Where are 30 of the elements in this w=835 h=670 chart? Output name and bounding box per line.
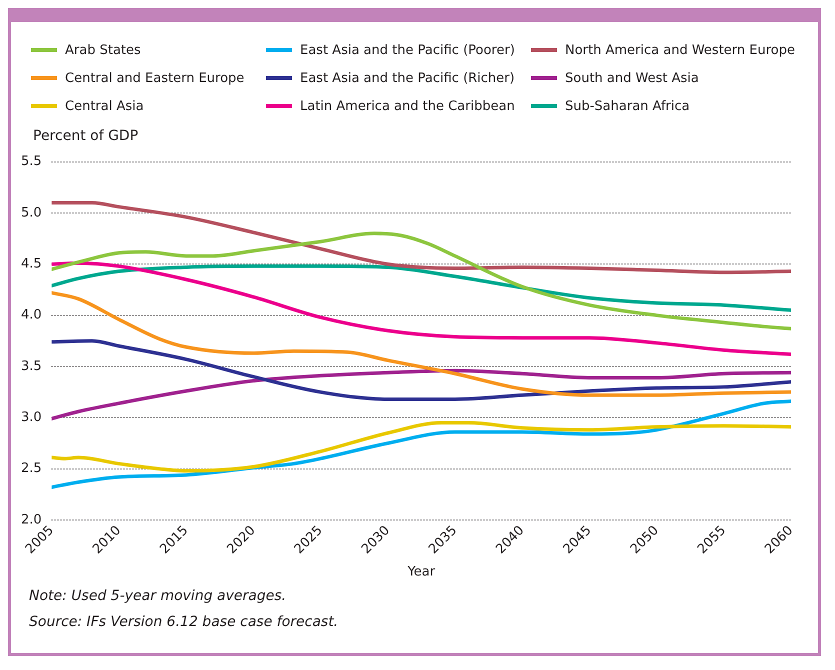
line-series: [52, 368, 791, 420]
legend-label: Arab States: [65, 42, 141, 58]
legend-label: Central and Eastern Europe: [65, 70, 244, 86]
y-tick-label: 5.0: [20, 205, 42, 220]
legend-label: North America and Western Europe: [565, 42, 796, 58]
y-tick-label: 2.0: [20, 512, 42, 528]
legend-label: Latin America and the Caribbean: [300, 98, 515, 114]
line-series: [52, 261, 791, 356]
y-tick-label: 4.0: [20, 308, 42, 323]
y-tick-label: 5.5: [20, 154, 42, 170]
y-tick-label: 2.5: [20, 461, 42, 476]
legend-label: East Asia and the Pacific (Poorer): [300, 42, 515, 58]
line-series: [52, 232, 791, 330]
y-tick-label: 3.0: [20, 410, 42, 426]
line-series: [52, 291, 791, 397]
text: Note: Used 5-year moving averages.: [29, 588, 288, 604]
line-series: [52, 339, 791, 401]
source-note: Source: IFs Version 6.12 base case forecast.: [29, 614, 340, 630]
line-series: [52, 421, 791, 473]
y-axis-title: Percent of GDP: [32, 127, 140, 144]
y-tick-label: 3.5: [20, 358, 42, 374]
y-tick-label: 4.5: [20, 256, 42, 272]
legend-label: South and West Asia: [565, 70, 699, 86]
legend-label: East Asia and the Pacific (Richer): [300, 70, 515, 86]
line-series: [52, 264, 791, 312]
line-series: [52, 200, 791, 274]
legend-label: Central Asia: [65, 98, 144, 114]
line-series: [52, 400, 791, 489]
x-axis-title: Year: [406, 564, 436, 580]
legend-label: Sub-Saharan Africa: [565, 98, 690, 114]
